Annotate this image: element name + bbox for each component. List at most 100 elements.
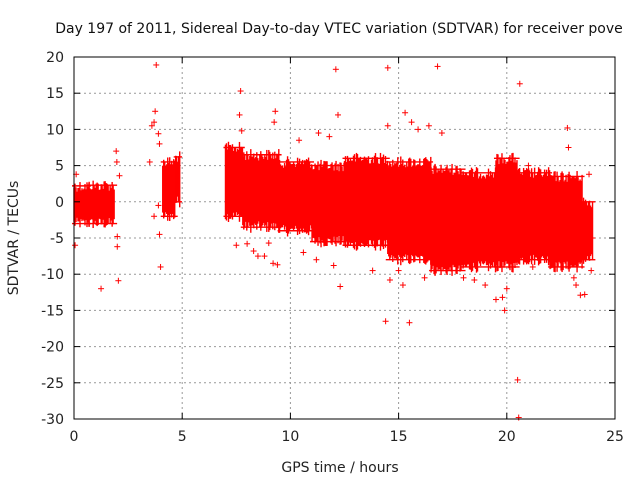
data-point	[244, 240, 251, 247]
y-tick-label: -25	[41, 376, 64, 392]
data-point	[254, 253, 261, 260]
data-point	[406, 319, 413, 326]
y-tick-label: -20	[41, 340, 64, 356]
data-point	[237, 88, 244, 95]
data-point	[265, 240, 272, 247]
y-tick-label: -15	[41, 303, 64, 319]
data-point	[560, 263, 567, 270]
data-point	[501, 307, 508, 314]
data-point	[156, 140, 163, 147]
data-point	[516, 80, 523, 87]
y-tick-label: -30	[41, 412, 64, 428]
data-point	[261, 253, 268, 260]
data-band	[580, 201, 596, 261]
data-point	[151, 119, 158, 126]
data-points	[72, 61, 596, 421]
data-band	[548, 175, 585, 268]
data-band	[277, 161, 315, 232]
data-point	[565, 144, 572, 151]
data-point	[425, 122, 432, 129]
data-point	[155, 202, 162, 209]
y-axis-title: SDTVAR / TECUs	[6, 181, 22, 296]
data-point	[503, 285, 510, 292]
data-band	[223, 146, 245, 217]
y-tick-label: 10	[46, 122, 64, 138]
data-point	[271, 119, 278, 126]
data-point	[114, 243, 121, 250]
data-point	[326, 133, 333, 140]
data-point	[386, 276, 393, 283]
data-band	[385, 161, 434, 261]
data-point	[250, 248, 257, 255]
data-point	[296, 137, 303, 144]
data-point	[471, 276, 478, 283]
data-point	[514, 376, 521, 383]
data-point	[332, 66, 339, 73]
data-point	[274, 261, 281, 268]
y-tick-label: -10	[41, 267, 64, 283]
data-point	[152, 108, 159, 115]
data-band	[310, 164, 347, 243]
data-point	[415, 126, 422, 133]
data-point	[113, 148, 120, 155]
data-point	[155, 130, 162, 137]
data-point	[113, 158, 120, 165]
data-band	[160, 161, 178, 217]
data-point	[384, 64, 391, 71]
data-point	[384, 122, 391, 129]
data-point	[156, 231, 163, 238]
data-point	[421, 274, 428, 281]
data-point	[114, 233, 121, 240]
data-point	[434, 63, 441, 70]
data-point	[460, 274, 467, 281]
data-point	[577, 292, 584, 299]
data-point	[315, 130, 322, 137]
data-point	[515, 414, 522, 421]
data-point	[335, 111, 342, 118]
axis-ticks: 0 5 10 15 20 25 -30 -25 -20 -15 -10 -5 0 5 10 15 20	[41, 50, 624, 445]
data-point	[151, 213, 158, 220]
data-point	[115, 277, 122, 284]
x-tick-label: 10	[281, 429, 299, 445]
x-tick-label: 5	[178, 429, 187, 445]
data-point	[589, 235, 596, 241]
data-point	[443, 267, 450, 274]
chart-title: Day 197 of 2011, Sidereal Day-to-day VTE…	[55, 21, 623, 37]
data-band	[240, 154, 282, 228]
y-tick-label: -5	[50, 231, 64, 247]
data-band	[87, 184, 118, 225]
data-point	[153, 61, 160, 68]
data-point	[236, 111, 243, 118]
y-tick-label: 0	[55, 195, 64, 211]
data-point	[395, 267, 402, 274]
data-point	[148, 122, 155, 129]
x-tick-label: 15	[390, 429, 408, 445]
data-point	[482, 282, 489, 289]
data-point	[270, 260, 277, 267]
data-point	[529, 263, 536, 270]
data-point	[98, 285, 105, 292]
data-point	[402, 109, 409, 116]
data-point	[536, 256, 543, 263]
data-point	[238, 127, 245, 134]
data-point	[570, 274, 577, 281]
data-point	[438, 130, 445, 137]
data-band	[342, 157, 390, 246]
data-point	[233, 242, 240, 249]
data-point	[588, 267, 595, 274]
data-point	[382, 318, 389, 325]
x-tick-label: 20	[498, 429, 516, 445]
data-point	[337, 283, 344, 290]
data-band	[515, 172, 553, 261]
data-point	[116, 172, 123, 179]
data-point	[399, 282, 406, 289]
y-tick-label: 5	[55, 159, 64, 175]
data-point	[525, 162, 532, 169]
data-point	[72, 242, 79, 249]
data-point	[586, 171, 593, 178]
y-tick-label: 15	[46, 86, 64, 102]
x-tick-label: 0	[70, 429, 79, 445]
data-point	[408, 119, 415, 126]
x-axis-title: GPS time / hours	[281, 460, 398, 476]
